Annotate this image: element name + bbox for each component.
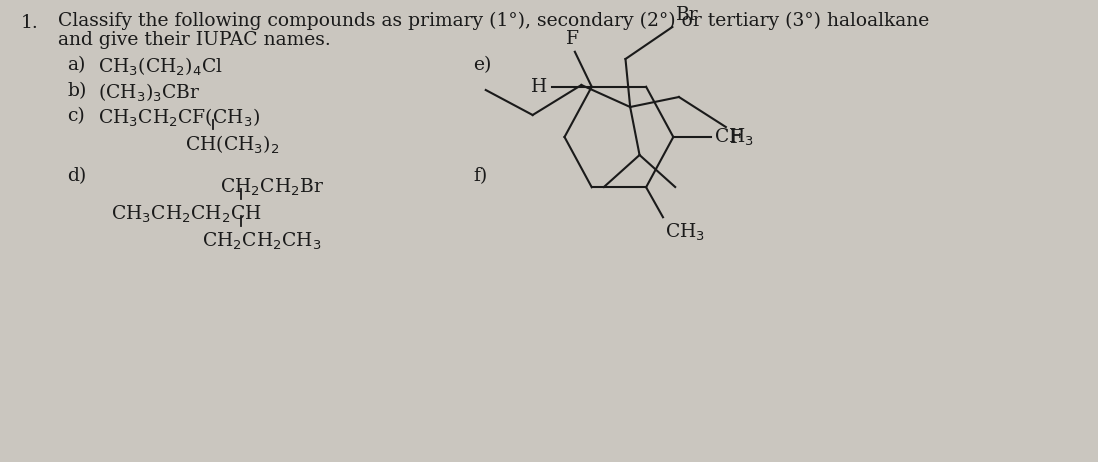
Text: b): b) bbox=[67, 82, 87, 100]
Text: 1.: 1. bbox=[21, 14, 38, 32]
Text: Classify the following compounds as primary (1°), secondary (2°) or tertiary (3°: Classify the following compounds as prim… bbox=[58, 12, 929, 30]
Text: CH$_3$: CH$_3$ bbox=[665, 221, 705, 243]
Text: CH$_3$CH$_2$CF(CH$_3$): CH$_3$CH$_2$CF(CH$_3$) bbox=[99, 107, 260, 129]
Text: F: F bbox=[565, 30, 579, 48]
Text: F: F bbox=[729, 129, 742, 147]
Text: e): e) bbox=[473, 56, 492, 74]
Text: (CH$_3$)$_3$CBr: (CH$_3$)$_3$CBr bbox=[99, 82, 201, 104]
Text: d): d) bbox=[67, 167, 87, 185]
Text: and give their IUPAC names.: and give their IUPAC names. bbox=[58, 31, 330, 49]
Text: CH$_3$(CH$_2$)$_4$Cl: CH$_3$(CH$_2$)$_4$Cl bbox=[99, 56, 224, 78]
Text: Br: Br bbox=[676, 6, 698, 24]
Text: H: H bbox=[531, 78, 548, 96]
Text: c): c) bbox=[67, 107, 86, 125]
Text: CH$_2$CH$_2$CH$_3$: CH$_2$CH$_2$CH$_3$ bbox=[202, 231, 322, 252]
Text: a): a) bbox=[67, 56, 86, 74]
Text: CH$_3$CH$_2$CH$_2$CH: CH$_3$CH$_2$CH$_2$CH bbox=[111, 204, 261, 225]
Text: CH(CH$_3$)$_2$: CH(CH$_3$)$_2$ bbox=[184, 134, 279, 156]
Text: f): f) bbox=[473, 167, 488, 185]
Text: CH$_2$CH$_2$Br: CH$_2$CH$_2$Br bbox=[221, 177, 325, 198]
Text: CH$_3$: CH$_3$ bbox=[714, 126, 753, 148]
